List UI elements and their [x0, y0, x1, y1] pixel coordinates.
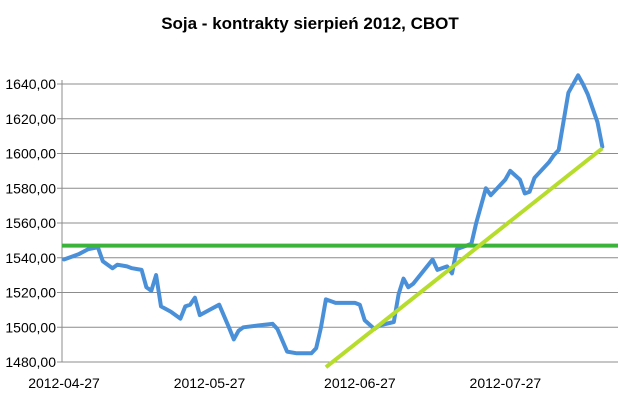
grid-layer	[57, 83, 618, 363]
y-tick-label: 1620,00	[5, 111, 56, 127]
y-tick-label: 1480,00	[5, 354, 56, 370]
x-tick-label: 2012-05-27	[174, 375, 246, 391]
chart-title: Soja - kontrakty sierpień 2012, CBOT	[161, 14, 459, 33]
x-tick-label: 2012-07-27	[470, 375, 542, 391]
y-tick-label: 1600,00	[5, 146, 56, 162]
y-tick-label: 1640,00	[5, 76, 56, 92]
trend-line	[324, 146, 604, 369]
label-layer: 1480,00 1500,00 1520,00 1540,00 1560,00 1580,…	[5, 76, 541, 391]
series-layer	[62, 73, 618, 369]
y-tick-label: 1540,00	[5, 250, 56, 266]
y-tick-label: 1580,00	[5, 180, 56, 196]
price-series-line	[62, 73, 605, 356]
y-tick-label: 1500,00	[5, 319, 56, 335]
y-tick-label: 1520,00	[5, 285, 56, 301]
x-tick-label: 2012-06-27	[324, 375, 396, 391]
x-tick-label: 2012-04-27	[28, 375, 100, 391]
y-tick-label: 1560,00	[5, 215, 56, 231]
